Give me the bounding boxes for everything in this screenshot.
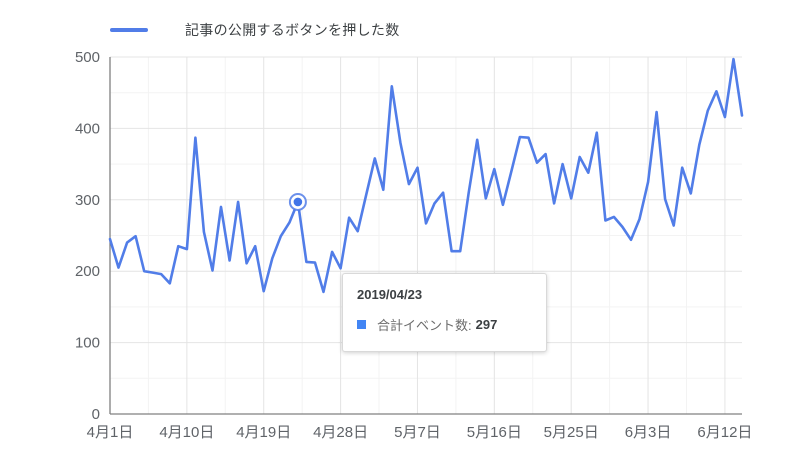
x-axis-label: 4月19日 [236, 424, 291, 441]
series-color-swatch-icon [357, 320, 366, 329]
y-axis-label: 100 [75, 335, 100, 352]
tooltip-series-row: 合計イベント数: 297 [357, 315, 532, 334]
legend-line-swatch-icon [110, 28, 148, 32]
x-axis-label: 4月10日 [159, 424, 214, 441]
chart-legend: 記事の公開するボタンを押した数 [110, 20, 400, 40]
data-series-line[interactable] [108, 57, 744, 294]
x-axis-label: 5月7日 [394, 424, 441, 441]
x-axis-label: 5月16日 [467, 424, 522, 441]
y-axis-label: 200 [75, 263, 100, 280]
chart-tooltip: 2019/04/23 合計イベント数: 297 [342, 273, 547, 352]
tooltip-date: 2019/04/23 [357, 287, 423, 302]
legend-label: 記事の公開するボタンを押した数 [185, 22, 400, 38]
tooltip-value: 297 [475, 317, 498, 332]
hovered-data-point[interactable] [293, 197, 303, 207]
x-axis-label: 5月25日 [544, 424, 599, 441]
y-axis-label: 500 [75, 49, 100, 66]
tooltip-series-label: 合計イベント数: [377, 318, 472, 333]
x-axis-label: 4月1日 [87, 424, 134, 441]
y-axis-label: 300 [75, 192, 100, 209]
x-axis-label: 6月12日 [697, 424, 752, 441]
y-axis-label: 400 [75, 120, 100, 137]
y-axis-label: 0 [92, 406, 100, 423]
x-axis-label: 4月28日 [313, 424, 368, 441]
x-axis-label: 6月3日 [625, 424, 672, 441]
